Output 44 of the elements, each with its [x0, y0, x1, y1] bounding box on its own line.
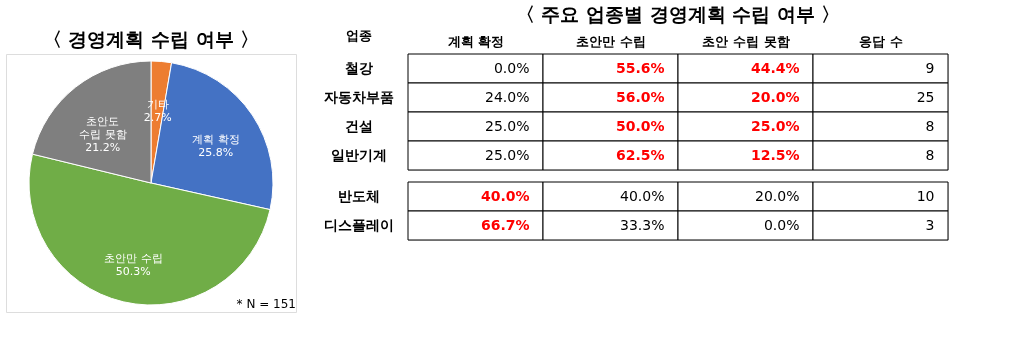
data-label: 21.2% — [85, 140, 121, 154]
text: 62.5% — [615, 146, 665, 163]
category-label: 계획 확정 — [447, 33, 505, 49]
text: 56.0% — [615, 88, 665, 105]
category-label: 반도체 — [337, 187, 380, 204]
category-label: 디스플레이 — [323, 216, 394, 233]
text: 10 — [916, 187, 935, 204]
text: 24.0% — [485, 88, 530, 105]
category-label: 일반기계 — [330, 146, 387, 163]
text: 33.3% — [620, 216, 665, 233]
text: * N = 151 — [236, 297, 296, 311]
text: 〈 주요 업종별 경영계획 수립 여부 〉 — [515, 3, 841, 25]
chart-title: 〈 경영계획 수립 여부 〉 — [42, 28, 260, 50]
text: 0.0% — [763, 216, 800, 233]
slice-label: 초안만 수립 — [104, 251, 163, 265]
text: 3 — [925, 216, 935, 233]
text: 8 — [925, 117, 935, 134]
category-label: 건설 — [344, 117, 373, 134]
text: 50.0% — [615, 117, 665, 134]
text: 25.0% — [485, 117, 530, 134]
data-label: 50.3% — [115, 264, 151, 278]
text: 0.0% — [493, 59, 530, 76]
category-label: 응답 수 — [859, 33, 903, 49]
category-label: 초안 수립 못함 — [702, 33, 790, 49]
text: 40.0% — [620, 187, 665, 204]
text: 66.7% — [480, 216, 530, 233]
data-label: 25.8% — [198, 145, 234, 159]
text: 20.0% — [755, 187, 800, 204]
category-label: 초안만 수립 — [576, 33, 646, 49]
text: 8 — [925, 146, 935, 163]
text: 12.5% — [750, 146, 800, 163]
text: 25.0% — [750, 117, 800, 134]
text: 55.6% — [615, 59, 665, 76]
text: 20.0% — [750, 88, 800, 105]
text: 25 — [916, 88, 935, 105]
slice-label: 초안도 수립 못함 — [79, 114, 127, 141]
category-label: 철강 — [344, 59, 373, 76]
category-label: 자동차부품 — [323, 88, 394, 105]
text: 40.0% — [480, 187, 530, 204]
text: 9 — [925, 59, 935, 76]
slice-label: 계획 확정 — [192, 132, 240, 146]
text: 44.4% — [750, 59, 800, 76]
text: 25.0% — [485, 146, 530, 163]
text: 업종 — [345, 27, 372, 43]
